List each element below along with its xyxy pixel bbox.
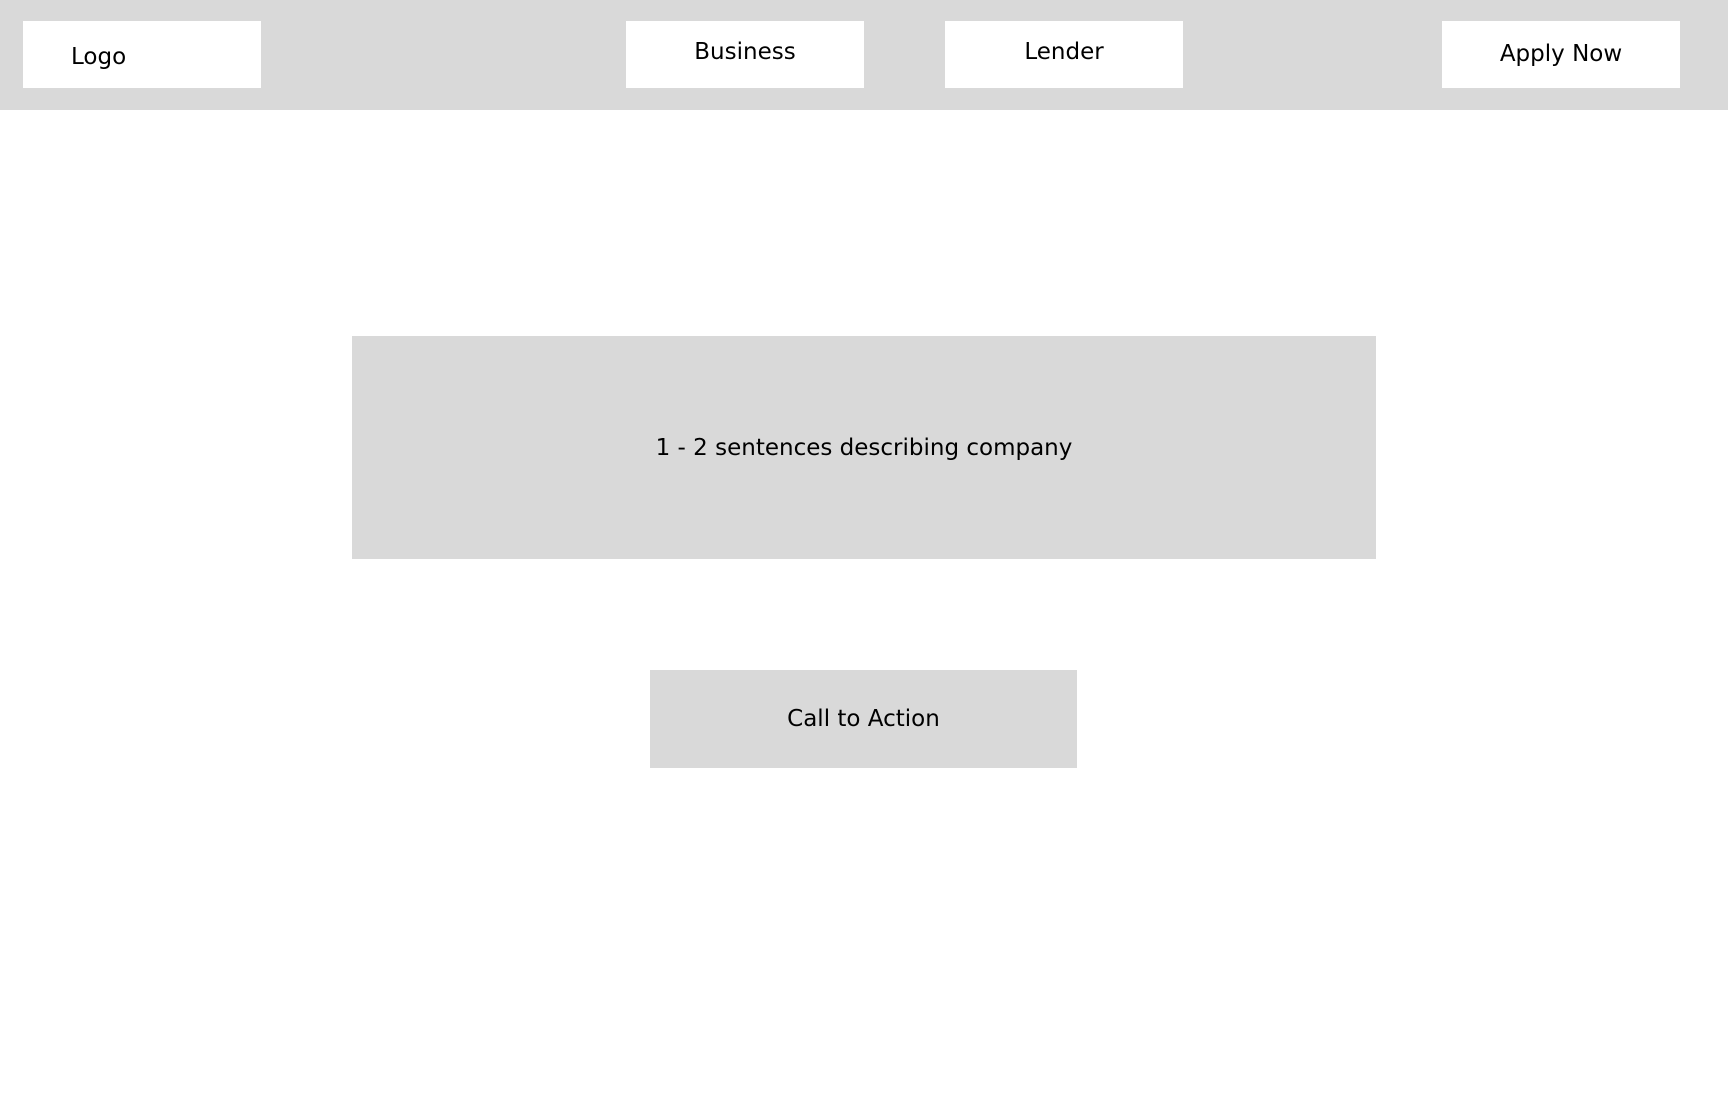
logo-label: Logo (71, 44, 127, 70)
nav-business-label: Business (694, 39, 796, 65)
top-nav-bar: Logo Business Lender Apply Now (0, 0, 1728, 110)
company-description-text: 1 - 2 sentences describing company (655, 434, 1073, 461)
call-to-action-label: Call to Action (787, 706, 940, 732)
call-to-action-button[interactable]: Call to Action (650, 670, 1077, 768)
apply-now-label: Apply Now (1499, 41, 1623, 67)
apply-now-button[interactable]: Apply Now (1442, 21, 1680, 88)
nav-lender-link[interactable]: Lender (945, 21, 1183, 88)
company-description-block: 1 - 2 sentences describing company (352, 336, 1376, 559)
nav-business-link[interactable]: Business (626, 21, 864, 88)
nav-lender-label: Lender (1024, 39, 1104, 65)
logo[interactable]: Logo (23, 21, 261, 88)
